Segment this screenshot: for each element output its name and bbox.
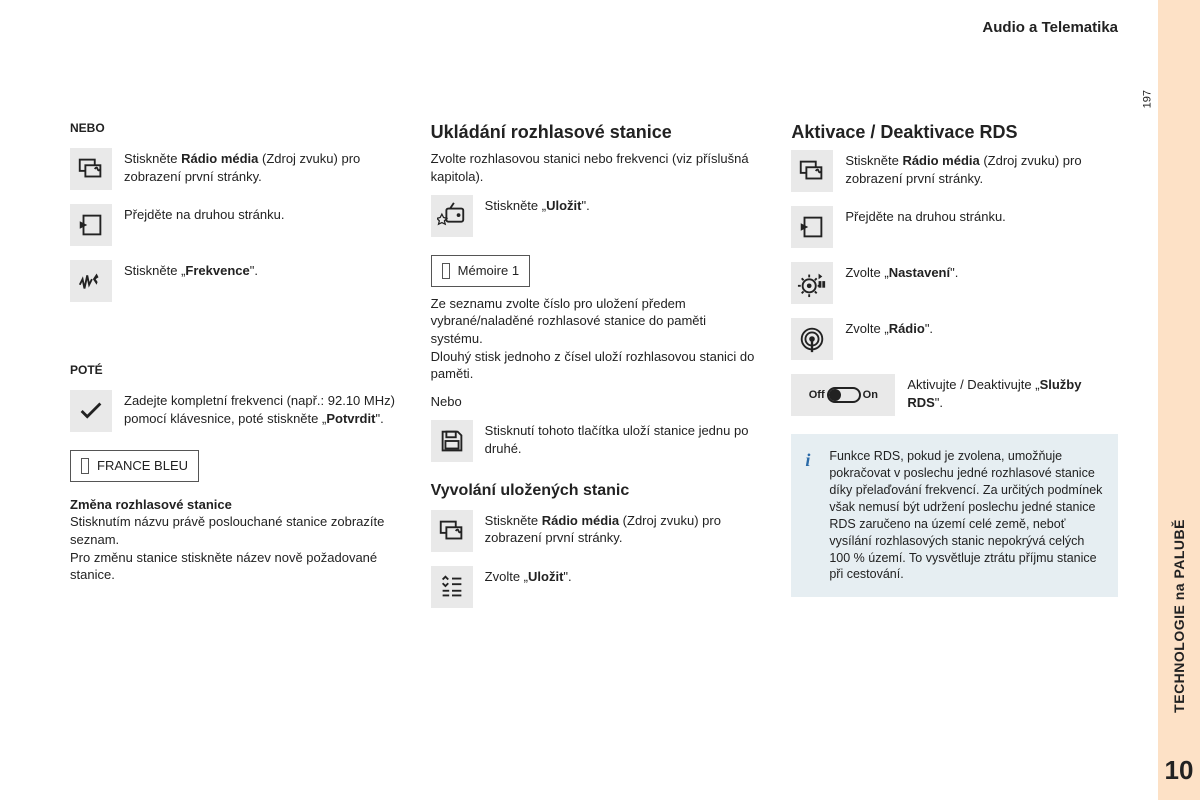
page-next-icon (791, 206, 833, 248)
nebo-text: Nebo (431, 393, 758, 411)
side-tab-label: TECHNOLOGIE na PALUBĚ (1170, 519, 1189, 713)
page-number: 197 (1140, 90, 1155, 108)
station-name: FRANCE BLEU (97, 457, 188, 475)
row-text: Přejděte na druhou stránku. (845, 206, 1118, 226)
row-text: Stiskněte „Frekvence". (124, 260, 397, 280)
row-text: Stisknutí tohoto tlačítka uloží stanice … (485, 420, 758, 457)
row-rds-toggle: Off On Aktivujte / Deaktivujte „Služby R… (791, 374, 1118, 416)
radio-media-icon (70, 148, 112, 190)
subhead-pote: POTÉ (70, 362, 397, 378)
row-confirm: Zadejte kompletní frekvenci (např.: 92.1… (70, 390, 397, 432)
row-text: Zvolte „Uložit". (485, 566, 758, 586)
save-disk-icon (431, 420, 473, 462)
column-left: NEBO Stiskněte Rádio média (Zdroj zvuku)… (70, 120, 397, 622)
memory-slot-label: Mémoire 1 (458, 262, 519, 280)
side-tab-number: 10 (1165, 753, 1194, 788)
rds-toggle[interactable]: Off On (791, 374, 895, 416)
heading-recall: Vyvolání uložených stanic (431, 480, 758, 502)
row-text: Zadejte kompletní frekvenci (např.: 92.1… (124, 390, 397, 427)
row-radio-media-3: Stiskněte Rádio média (Zdroj zvuku) pro … (791, 150, 1118, 192)
info-text: Funkce RDS, pokud je zvolena, umožňuje p… (829, 448, 1104, 583)
memory-slot-box[interactable]: Mémoire 1 (431, 255, 530, 287)
subhead-nebo: NEBO (70, 120, 397, 136)
intro-text: Zvolte rozhlasovou stanici nebo frekvenc… (431, 150, 758, 185)
page-next-icon (70, 204, 112, 246)
row-text: Aktivujte / Deaktivujte „Služby RDS". (907, 374, 1118, 411)
toggle-on-label: On (863, 388, 878, 403)
radio-star-icon (431, 195, 473, 237)
toggle-off-label: Off (809, 388, 825, 403)
row-save: Stiskněte „Uložit". (431, 195, 758, 237)
toggle-track (827, 387, 861, 403)
settings-icon (791, 262, 833, 304)
section-header: Audio a Telematika (982, 18, 1118, 38)
row-radio-media: Stiskněte Rádio média (Zdroj zvuku) pro … (70, 148, 397, 190)
radio-media-icon (431, 510, 473, 552)
heading-save-station: Ukládání rozhlasové stanice (431, 120, 758, 144)
bar-icon (442, 263, 450, 279)
row-text: Zvolte „Rádio". (845, 318, 1118, 338)
check-icon (70, 390, 112, 432)
row-frequency: Stiskněte „Frekvence". (70, 260, 397, 302)
memory-text: Ze seznamu zvolte číslo pro uložení před… (431, 295, 758, 383)
column-right: Aktivace / Deaktivace RDS Stiskněte Rádi… (791, 120, 1118, 622)
row-text: Stiskněte Rádio média (Zdroj zvuku) pro … (124, 148, 397, 185)
row-settings: Zvolte „Nastavení". (791, 262, 1118, 304)
row-save-list: Zvolte „Uložit". (431, 566, 758, 608)
row-text: Stiskněte „Uložit". (485, 195, 758, 215)
row-text: Přejděte na druhou stránku. (124, 204, 397, 224)
side-tab: TECHNOLOGIE na PALUBĚ 10 (1158, 0, 1200, 800)
row-radio: Zvolte „Rádio". (791, 318, 1118, 360)
bar-icon (81, 458, 89, 474)
column-middle: Ukládání rozhlasové stanice Zvolte rozhl… (431, 120, 758, 622)
info-icon: i (805, 448, 819, 583)
row-text: Stiskněte Rádio média (Zdroj zvuku) pro … (845, 150, 1118, 187)
row-page2: Přejděte na druhou stránku. (70, 204, 397, 246)
change-station-title: Změna rozhlasové stanice (70, 496, 397, 514)
change-station-text: Stisknutím názvu právě poslouchané stani… (70, 513, 397, 583)
row-text: Stiskněte Rádio média (Zdroj zvuku) pro … (485, 510, 758, 547)
station-name-box[interactable]: FRANCE BLEU (70, 450, 199, 482)
frequency-icon (70, 260, 112, 302)
row-save-disk: Stisknutí tohoto tlačítka uloží stanice … (431, 420, 758, 462)
info-box: i Funkce RDS, pokud je zvolena, umožňuje… (791, 434, 1118, 597)
antenna-icon (791, 318, 833, 360)
row-radio-media-2: Stiskněte Rádio média (Zdroj zvuku) pro … (431, 510, 758, 552)
row-page2-b: Přejděte na druhou stránku. (791, 206, 1118, 248)
heading-rds: Aktivace / Deaktivace RDS (791, 120, 1118, 144)
radio-media-icon (791, 150, 833, 192)
row-text: Zvolte „Nastavení". (845, 262, 1118, 282)
list-icon (431, 566, 473, 608)
